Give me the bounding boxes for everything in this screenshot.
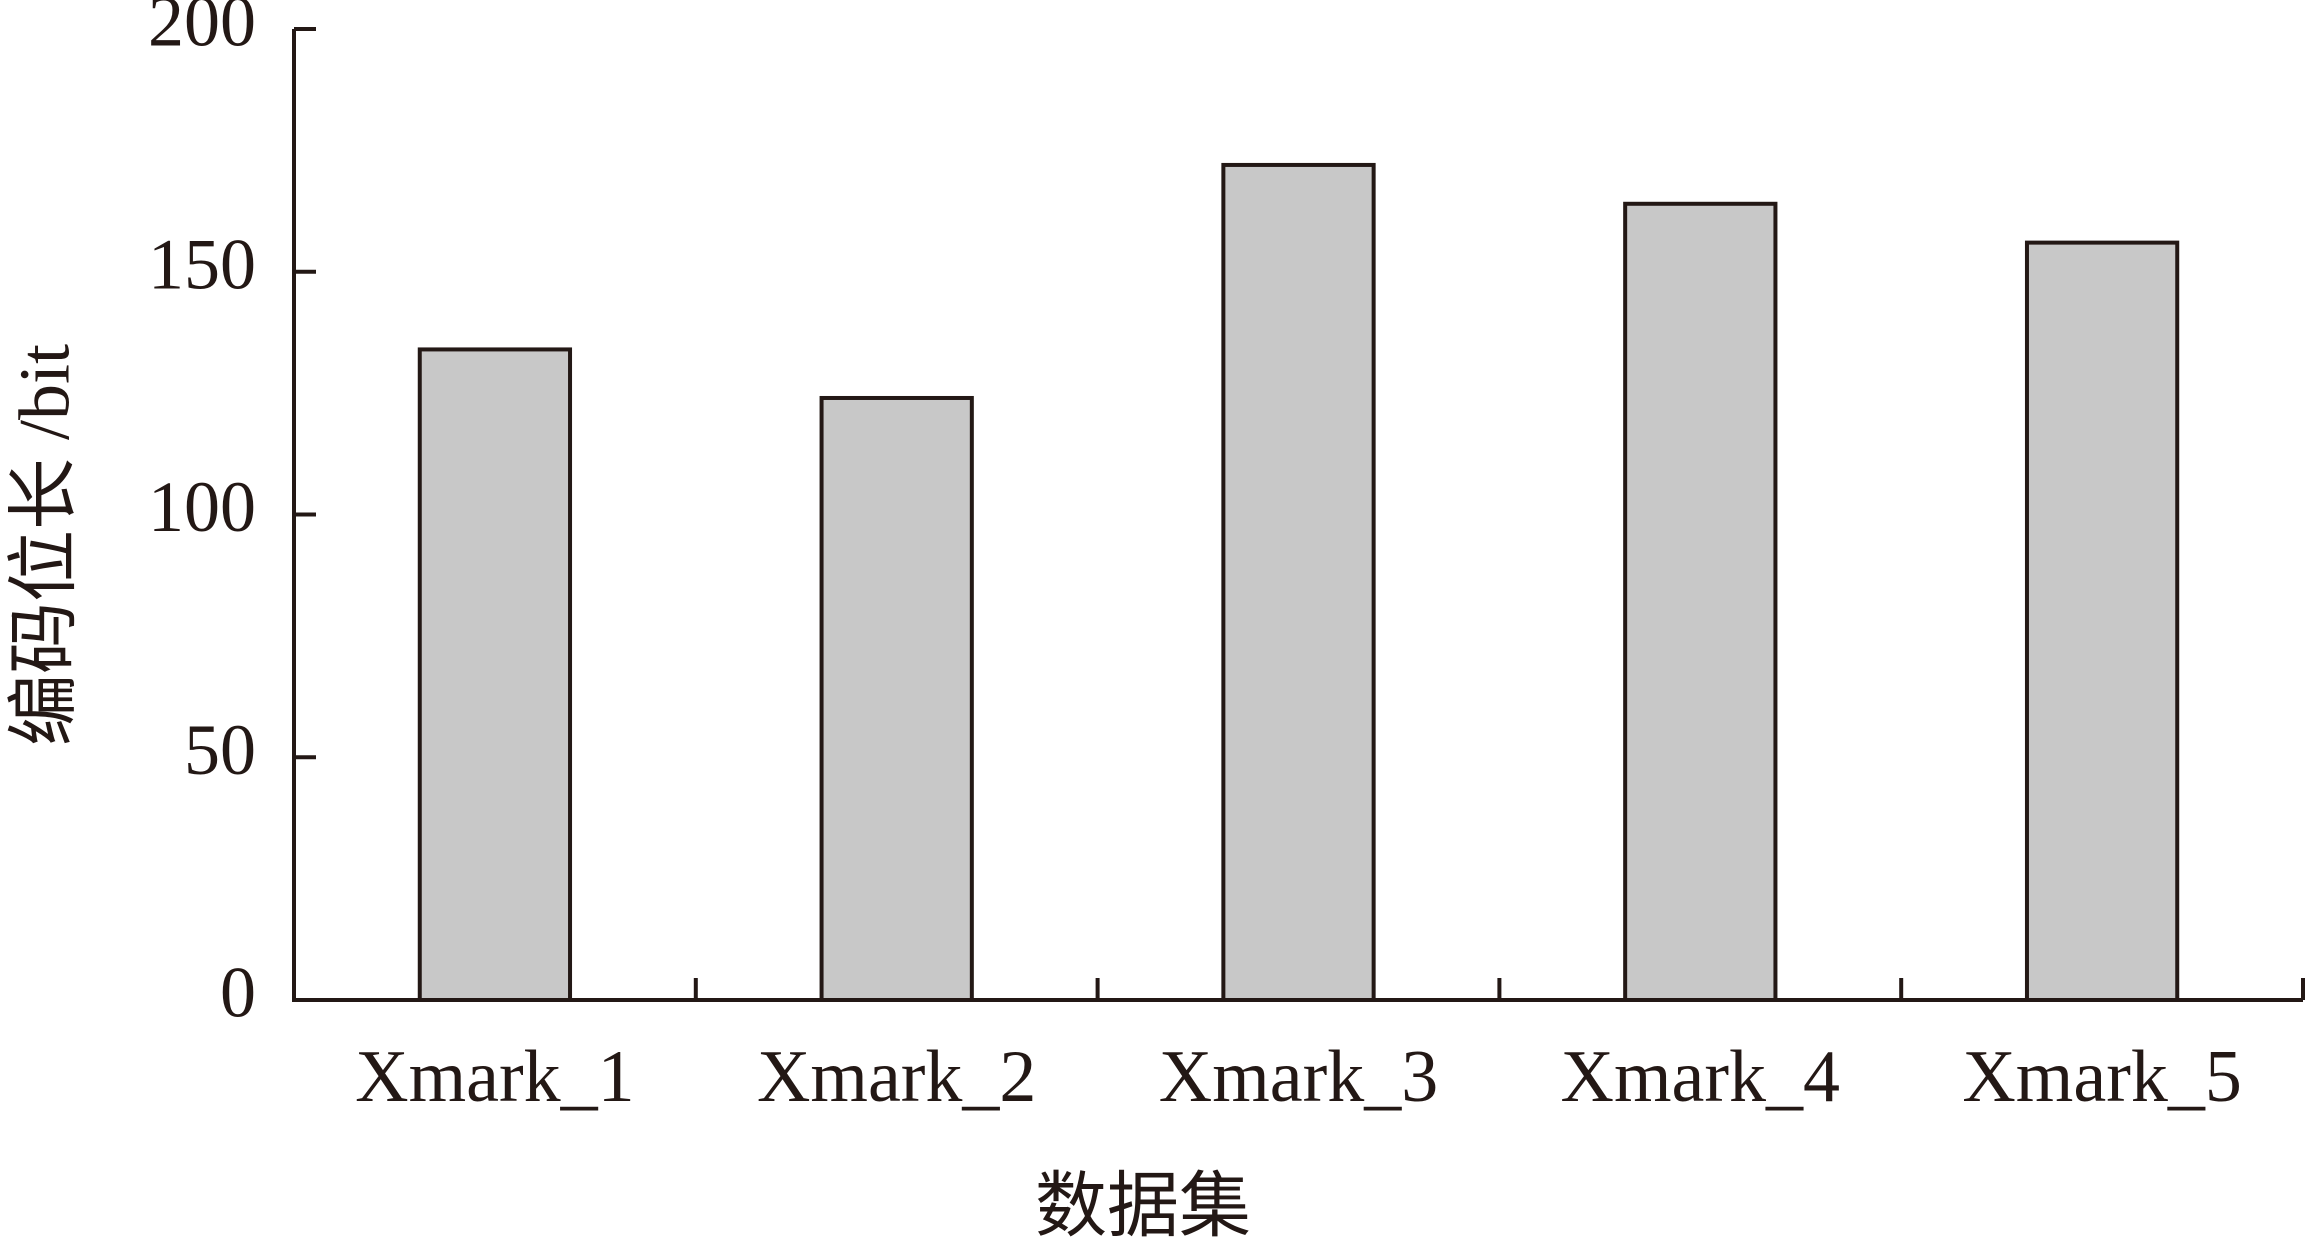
- x-tick-label: Xmark_2: [757, 1036, 1037, 1118]
- y-tick-label: 50: [184, 710, 256, 790]
- bar: [2024, 240, 2180, 1002]
- y-tick-label: 150: [148, 224, 256, 304]
- x-tick-label: Xmark_1: [355, 1036, 635, 1118]
- x-tick-label: Xmark_4: [1561, 1036, 1841, 1118]
- x-tick-label: Xmark_5: [1962, 1036, 2242, 1118]
- y-tick-label: 200: [148, 0, 256, 62]
- bar: [417, 347, 573, 1002]
- bar: [1221, 162, 1376, 1002]
- y-axis-title: 编码位长 /bit: [5, 344, 85, 746]
- bar: [1623, 201, 1778, 1002]
- x-tick-label: Xmark_3: [1159, 1036, 1439, 1118]
- y-tick-label: 100: [148, 467, 256, 547]
- bar: [819, 395, 974, 1003]
- x-axis-title: 数据集: [1035, 1167, 1251, 1247]
- y-tick-label: 0: [220, 953, 256, 1033]
